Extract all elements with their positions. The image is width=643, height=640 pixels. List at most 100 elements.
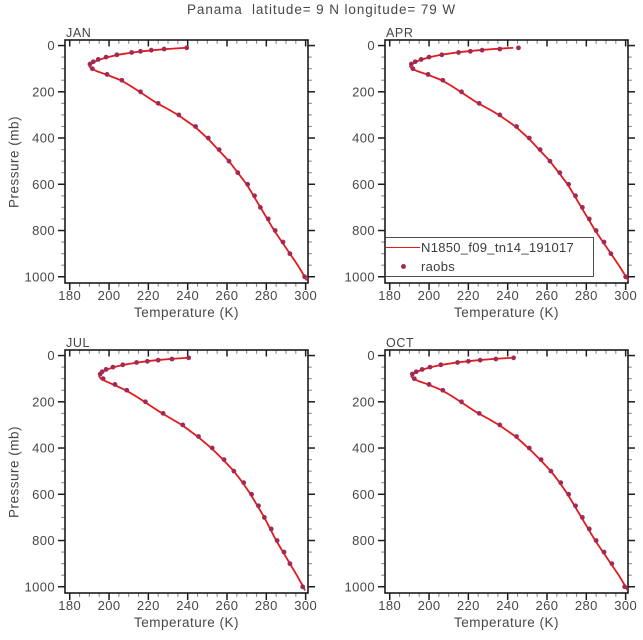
y-tick-label: 0 (367, 348, 375, 363)
raobs-point (209, 445, 215, 451)
raobs-point (245, 181, 251, 187)
raobs-point (287, 561, 293, 567)
raobs-point (526, 445, 532, 451)
raobs-point (138, 48, 143, 54)
raobs-point (526, 135, 532, 141)
raobs-point (413, 369, 419, 375)
raobs-point (193, 124, 198, 129)
x-axis-title-apr: Temperature (K) (453, 305, 560, 320)
raobs-point (143, 399, 148, 405)
raobs-point (601, 239, 607, 245)
x-tick-label: 200 (98, 288, 121, 303)
jan-plot-canvas: 180 200 220 240 260 280 300 0 200 400 600 800 1000 (24, 38, 317, 303)
y-tick-label: 600 (32, 487, 55, 502)
raobs-point (573, 503, 578, 509)
panel-oct: OCT 180 200 220 240 260 280 300 0 200 400 600 800 10… (344, 336, 636, 630)
raobs-point (547, 158, 553, 164)
raobs-point (114, 52, 120, 58)
raobs-point (97, 371, 103, 377)
raobs-point (586, 216, 592, 222)
raobs-point (477, 357, 483, 363)
apr-plot-canvas: 180 200 220 240 260 280 300 0 200 400 600 800 1000 (344, 38, 637, 303)
x-tick-label: 280 (575, 288, 598, 303)
plot-frame (384, 349, 629, 594)
raobs-point (438, 362, 444, 368)
raobs-point (196, 434, 201, 439)
raobs-point (287, 251, 293, 257)
raobs-point (497, 46, 503, 52)
x-tick-label: 300 (614, 598, 637, 613)
raobs-point (148, 47, 154, 53)
raobs-dot-swatch (386, 264, 420, 269)
model-line-icon (386, 247, 420, 248)
raobs-point (586, 526, 592, 532)
raobs-point (427, 364, 433, 370)
y-tick-label: 0 (47, 38, 55, 53)
y-tick-label: 0 (367, 38, 375, 53)
raobs-point (176, 112, 182, 118)
raobs-point (90, 59, 96, 65)
raobs-point (274, 538, 280, 543)
raobs-point (104, 72, 110, 77)
raobs-point (440, 387, 446, 393)
panel-label-oct: OCT (386, 336, 415, 350)
raobs-point (300, 584, 306, 590)
raobs-point (566, 181, 572, 187)
raobs-point (216, 147, 222, 152)
raobs-point (119, 77, 125, 83)
raobs-point (459, 89, 464, 95)
model-curve (88, 46, 308, 281)
x-tick-label: 260 (536, 598, 559, 613)
x-tick-label: 240 (496, 598, 519, 613)
raobs-point (455, 360, 460, 365)
raobs-point (241, 480, 247, 486)
panel-jan: JAN 180 200 220 240 260 280 300 0 200 400 600 800 10… (24, 26, 316, 320)
raobs-point (280, 239, 286, 245)
y-tick-label: 800 (32, 533, 55, 548)
model-curve (98, 356, 306, 591)
raobs-point (516, 45, 521, 51)
raobs-point (235, 170, 241, 176)
x-tick-label: 280 (575, 598, 598, 613)
raobs-point (160, 410, 166, 416)
raobs-point (112, 382, 118, 387)
raobs-point (426, 54, 432, 60)
raobs-point (456, 50, 461, 55)
x-tick-label: 180 (58, 288, 81, 303)
x-tick-label: 260 (216, 598, 239, 613)
raobs-point (261, 514, 267, 520)
raobs-point (231, 468, 237, 474)
raobs-point (134, 360, 139, 365)
raobs-point (609, 561, 615, 567)
x-tick-label: 180 (378, 598, 401, 613)
x-tick-label: 200 (98, 598, 121, 613)
raobs-point (249, 491, 254, 497)
raobs-point (514, 124, 519, 129)
panel-label-jul: JUL (66, 336, 91, 350)
x-tick-label: 280 (255, 288, 278, 303)
y-tick-label: 200 (32, 394, 55, 409)
tick-marks (58, 40, 315, 290)
raobs-point (409, 371, 415, 377)
raobs-point (465, 358, 471, 364)
raobs-point (467, 48, 473, 54)
raobs-point (511, 355, 516, 361)
y-tick-label: 200 (32, 84, 55, 99)
y-tick-label: 1000 (24, 579, 55, 594)
raobs-point (601, 549, 607, 555)
x-tick-label: 200 (418, 288, 441, 303)
raobs-point (538, 457, 544, 462)
y-tick-label: 600 (32, 177, 55, 192)
raobs-point (120, 362, 126, 368)
x-tick-label: 300 (614, 288, 637, 303)
x-tick-label: 300 (294, 288, 317, 303)
raobs-point (497, 422, 503, 428)
panel-label-apr: APR (386, 26, 414, 40)
x-tick-label: 200 (418, 598, 441, 613)
y-tick-label: 600 (352, 487, 375, 502)
x-axis-title-jan: Temperature (K) (133, 305, 240, 320)
raobs-point (558, 480, 564, 486)
legend-item-raobs: raobs (386, 257, 593, 276)
raobs-point (138, 89, 143, 95)
raobs-point (95, 57, 101, 62)
